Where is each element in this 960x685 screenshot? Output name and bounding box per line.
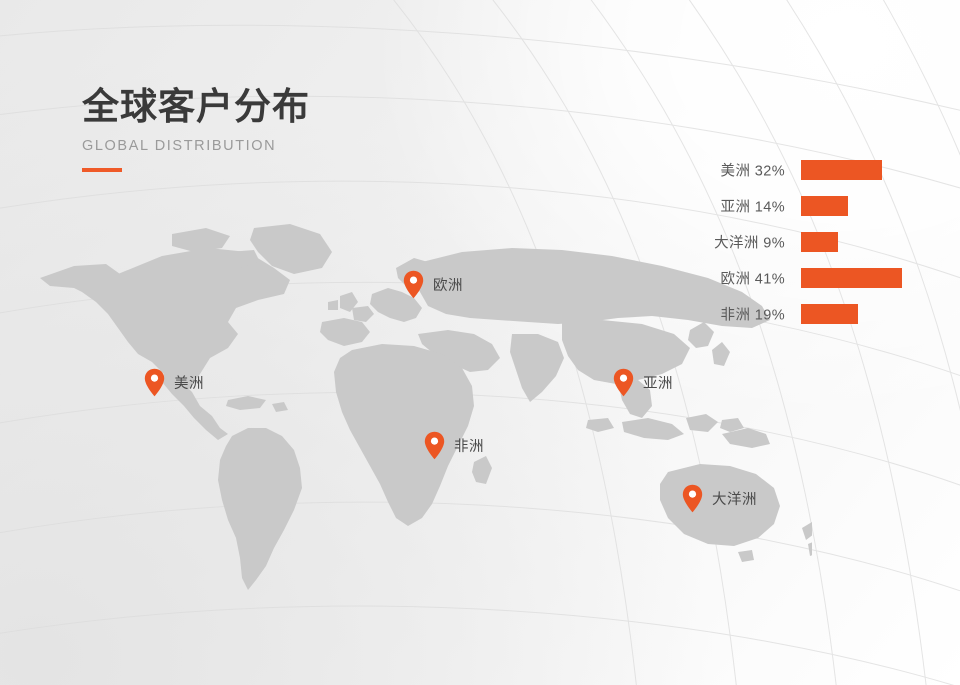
map-pin-icon [424, 431, 445, 460]
map-marker-oceania[interactable]: 大洋洲 [682, 484, 757, 513]
chart-row: 欧洲 41% [700, 260, 940, 296]
map-pin-icon [403, 270, 424, 299]
page-title: 全球客户分布 [82, 86, 310, 127]
map-marker-africa[interactable]: 非洲 [424, 431, 484, 460]
map-pin-icon [682, 484, 703, 513]
bar-label: 大洋洲 9% [714, 235, 785, 252]
world-map-silhouette [40, 224, 812, 590]
bar-fill[interactable] [801, 268, 902, 288]
bar-fill[interactable] [801, 232, 838, 252]
map-marker-asia[interactable]: 亚洲 [613, 368, 673, 397]
chart-row: 亚洲 14% [700, 188, 940, 224]
map-marker-label: 欧洲 [433, 278, 463, 294]
map-marker-label: 美洲 [174, 376, 204, 392]
bar-fill[interactable] [801, 160, 882, 180]
bar-label: 亚洲 14% [720, 199, 785, 216]
bar-label: 美洲 32% [720, 163, 785, 180]
map-pin-icon [613, 368, 634, 397]
bar-fill[interactable] [801, 304, 858, 324]
map-marker-europe[interactable]: 欧洲 [403, 270, 463, 299]
bar-track [801, 160, 882, 180]
accent-underline [82, 167, 122, 172]
map-marker-label: 亚洲 [643, 376, 673, 392]
bar-track [801, 196, 848, 216]
heading-block: 全球客户分布 GLOBAL DISTRIBUTION [82, 86, 310, 172]
bar-track [801, 268, 902, 288]
bar-label: 非洲 19% [720, 307, 785, 324]
map-marker-americas[interactable]: 美洲 [144, 368, 204, 397]
chart-row: 美洲 32% [700, 152, 940, 188]
bar-fill[interactable] [801, 196, 848, 216]
map-pin-icon [144, 368, 165, 397]
map-marker-label: 大洋洲 [712, 492, 757, 508]
map-marker-label: 非洲 [454, 439, 484, 455]
page-subtitle: GLOBAL DISTRIBUTION [82, 137, 277, 154]
distribution-bar-chart: 美洲 32% 亚洲 14% 大洋洲 9% 欧洲 41% 非洲 19% [700, 152, 940, 332]
chart-row: 非洲 19% [700, 296, 940, 332]
bar-label: 欧洲 41% [720, 271, 785, 288]
bar-track [801, 232, 838, 252]
chart-row: 大洋洲 9% [700, 224, 940, 260]
bar-track [801, 304, 858, 324]
